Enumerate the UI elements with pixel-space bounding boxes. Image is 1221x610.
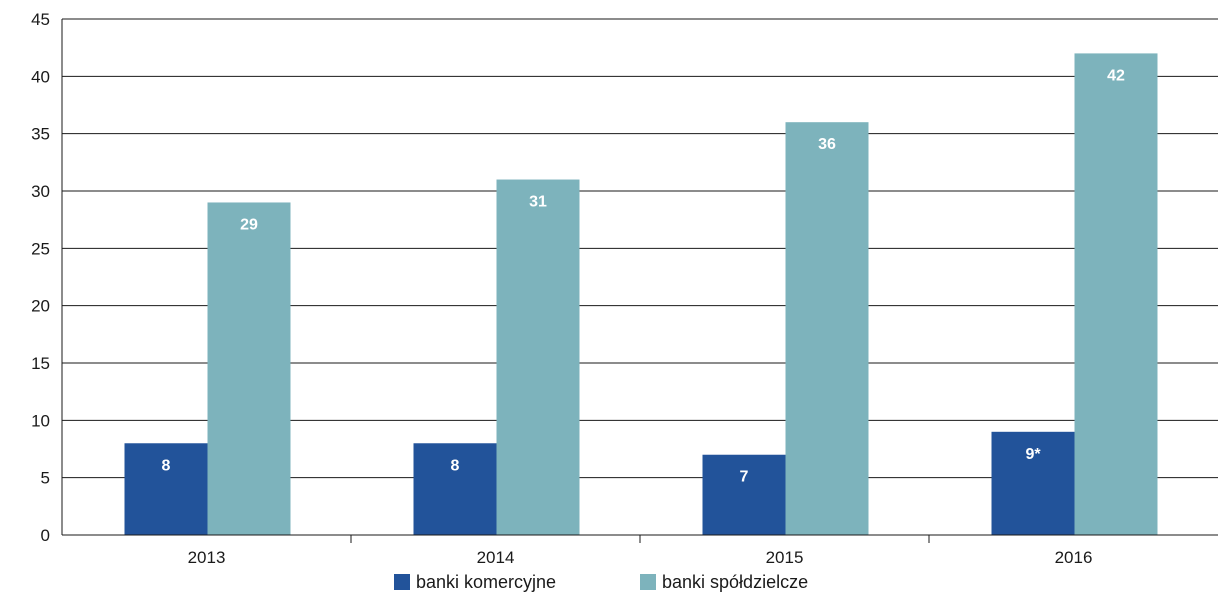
bar-komercyjne-2014 <box>413 443 497 535</box>
y-tick-label: 25 <box>31 239 50 258</box>
y-tick-label: 30 <box>31 182 50 201</box>
legend: banki komercyjne banki spółdzielcze <box>394 572 808 592</box>
y-tick-label: 0 <box>41 526 50 545</box>
bar-spoldzielcze-2013 <box>207 202 291 535</box>
y-tick-label: 5 <box>41 469 50 488</box>
data-label: 8 <box>451 457 460 474</box>
y-axis-ticks: 0 5 10 15 20 25 30 35 40 45 <box>31 10 50 545</box>
legend-label-0: banki komercyjne <box>416 572 556 592</box>
legend-swatch-1 <box>640 574 656 590</box>
bar-komercyjne-2015 <box>702 454 786 535</box>
bars <box>124 53 1158 536</box>
x-tick-label: 2016 <box>1055 548 1093 567</box>
y-tick-label: 10 <box>31 411 50 430</box>
bar-komercyjne-2013 <box>124 443 208 535</box>
x-tick-label: 2013 <box>188 548 226 567</box>
y-tick-label: 20 <box>31 297 50 316</box>
y-tick-label: 45 <box>31 10 50 29</box>
data-label: 9* <box>1025 446 1041 463</box>
data-label: 42 <box>1107 67 1125 84</box>
bar-spoldzielcze-2015 <box>785 122 869 535</box>
legend-label-1: banki spółdzielcze <box>662 572 808 592</box>
legend-swatch-0 <box>394 574 410 590</box>
data-label: 31 <box>529 194 547 211</box>
y-tick-label: 40 <box>31 67 50 86</box>
x-tick-label: 2014 <box>477 548 515 567</box>
axes <box>61 19 1218 543</box>
y-tick-label: 35 <box>31 125 50 144</box>
bar-spoldzielcze-2014 <box>496 179 580 536</box>
x-tick-label: 2015 <box>766 548 804 567</box>
y-tick-label: 15 <box>31 354 50 373</box>
x-axis-ticks: 2013 2014 2015 2016 <box>188 548 1093 567</box>
data-label: 8 <box>162 457 171 474</box>
data-labels: 8 29 8 31 7 36 9* 42 <box>162 67 1125 485</box>
data-label: 29 <box>240 216 258 233</box>
data-label: 36 <box>818 136 836 153</box>
bar-komercyjne-2016 <box>991 431 1075 535</box>
bar-spoldzielcze-2016 <box>1074 53 1158 536</box>
data-label: 7 <box>740 469 749 486</box>
